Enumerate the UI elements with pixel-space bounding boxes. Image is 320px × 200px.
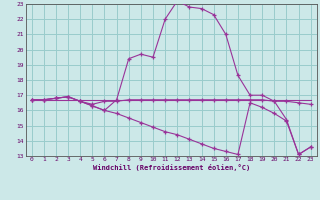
X-axis label: Windchill (Refroidissement éolien,°C): Windchill (Refroidissement éolien,°C): [92, 164, 250, 171]
